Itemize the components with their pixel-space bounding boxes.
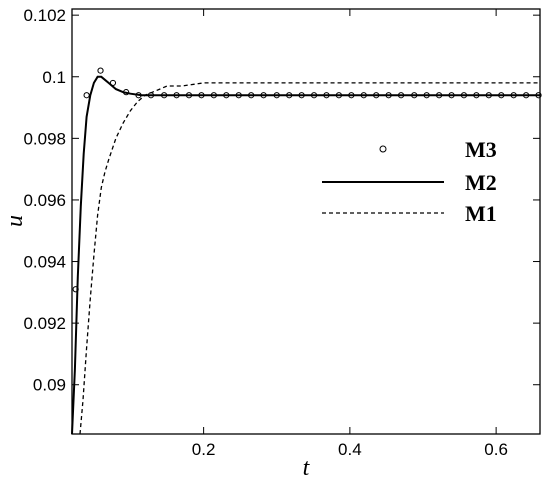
y-axis-label: u [2, 215, 28, 227]
tick-layer: 0.2 0.4 0.6 0.09 0.092 0.094 0.096 0.098 0.1 0.10… [23, 6, 540, 459]
legend-label-m2: M2 [465, 170, 497, 195]
legend-marker-m3 [379, 145, 387, 153]
series-layer [71, 67, 542, 435]
y-tick-label: 0.092 [23, 314, 66, 333]
legend-label-m1: M1 [465, 201, 497, 226]
series-line-m2 [71, 75, 540, 435]
y-tick-label: 0.09 [33, 376, 66, 395]
x-tick-label: 0.2 [192, 440, 216, 459]
point-m3 [97, 67, 104, 74]
x-tick-label: 0.6 [484, 440, 508, 459]
point-m3 [83, 92, 90, 99]
x-tick-label: 0.4 [338, 440, 362, 459]
y-tick-label: 0.096 [23, 191, 66, 210]
legend-label-m3: M3 [465, 137, 497, 162]
y-tick-label: 0.102 [23, 6, 66, 25]
plot-frame [71, 8, 541, 435]
series-line-m1 [79, 82, 540, 435]
y-tick-label: 0.094 [23, 253, 66, 272]
legend: M3 M2 M1 [322, 137, 497, 226]
y-tick-label: 0.098 [23, 129, 66, 148]
x-axis-label: t [303, 455, 311, 481]
y-tick-label: 0.1 [42, 68, 66, 87]
